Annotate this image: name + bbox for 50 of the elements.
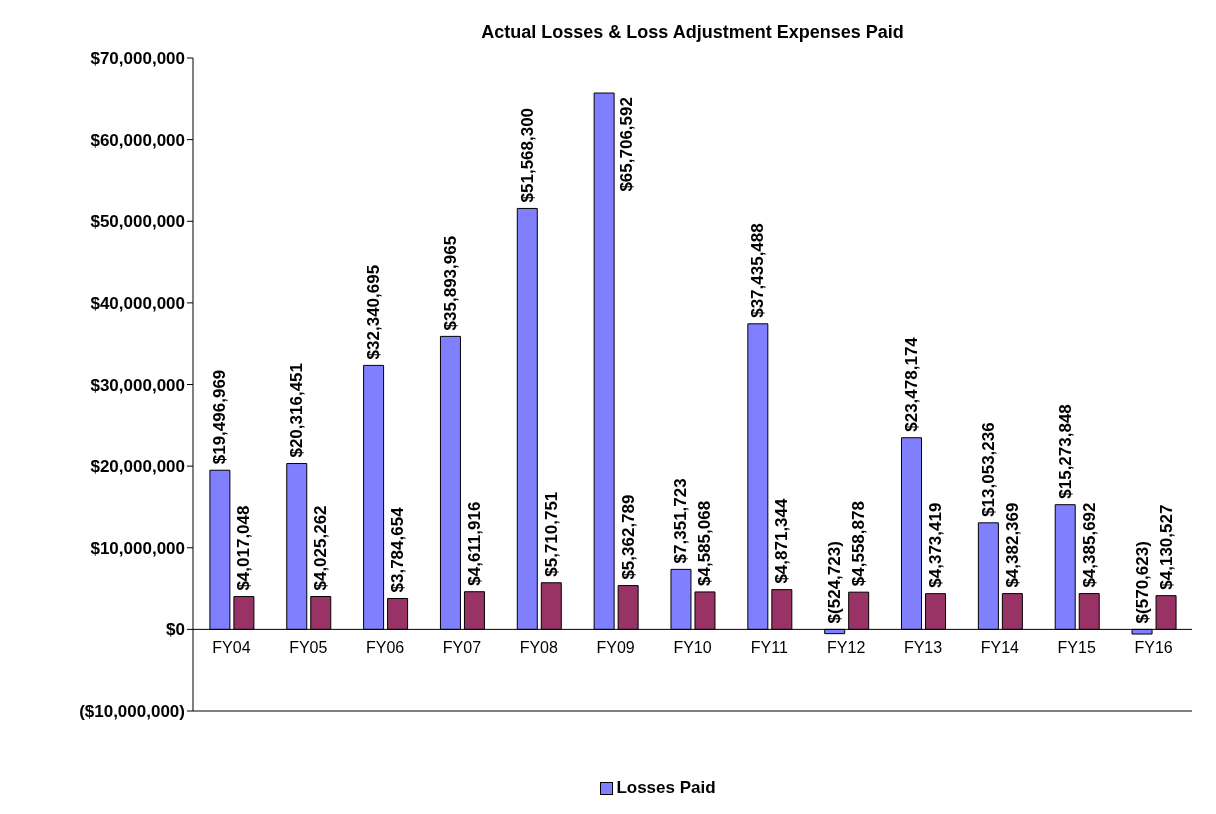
data-label: $3,784,654	[388, 506, 408, 593]
data-label: $5,362,789	[618, 494, 638, 580]
y-tick-label: $40,000,000	[90, 293, 185, 313]
legend-label: Losses Paid	[615, 778, 716, 798]
data-label: $4,382,369	[1002, 502, 1022, 588]
x-tick-label: FY14	[980, 639, 1020, 657]
x-tick-label: FY16	[1134, 639, 1173, 657]
data-label: $19,496,969	[210, 369, 230, 465]
data-label: $4,373,419	[926, 502, 946, 588]
x-tick-label: FY10	[673, 639, 712, 657]
data-label: $4,871,344	[772, 497, 792, 584]
x-tick-label: FY07	[442, 639, 482, 657]
data-label: $4,558,878	[849, 501, 869, 587]
y-tick-label: $10,000,000	[90, 538, 185, 558]
data-label: $32,340,695	[364, 264, 384, 360]
y-tick-label: ($10,000,000)	[79, 702, 185, 722]
data-label: $20,316,451	[287, 363, 307, 458]
x-tick-label: FY06	[365, 639, 405, 657]
data-label: $51,568,300	[517, 107, 537, 203]
data-label: $(570,623)	[1132, 541, 1152, 624]
data-label: $15,273,848	[1055, 404, 1075, 499]
y-tick-label: $50,000,000	[90, 212, 185, 232]
x-tick-label: FY04	[212, 639, 251, 657]
x-tick-label: FY09	[596, 639, 635, 657]
x-tick-label: FY05	[289, 639, 328, 657]
data-label: $4,385,692	[1079, 502, 1099, 588]
y-tick-label: $70,000,000	[90, 49, 185, 69]
data-label: $4,017,048	[234, 505, 254, 591]
x-tick-label: FY13	[903, 639, 943, 657]
data-label: $13,053,236	[978, 422, 998, 517]
y-tick-label: $60,000,000	[90, 130, 185, 150]
data-label: $23,478,174	[902, 336, 922, 432]
x-tick-label: FY12	[827, 639, 866, 657]
data-label: $5,710,751	[541, 491, 561, 577]
data-label: $37,435,488	[748, 223, 768, 318]
data-label: $4,025,262	[311, 505, 331, 591]
y-tick-label: $20,000,000	[90, 457, 185, 477]
x-tick-label: FY11	[750, 639, 788, 657]
data-label: $4,611,916	[464, 501, 484, 586]
data-label: $35,893,965	[440, 235, 460, 331]
chart-title: Actual Losses & Loss Adjustment Expenses Paid	[480, 22, 905, 43]
data-label: $(524,723)	[825, 541, 845, 624]
data-label: $4,130,527	[1156, 504, 1176, 590]
x-tick-label: FY15	[1057, 639, 1096, 657]
data-label: $65,706,592	[616, 97, 636, 192]
y-tick-label: $30,000,000	[90, 375, 185, 395]
data-label: $7,351,723	[671, 478, 691, 564]
y-tick-label: $0	[166, 620, 185, 640]
data-label: $4,585,068	[695, 500, 715, 586]
x-tick-label: FY08	[519, 639, 559, 657]
